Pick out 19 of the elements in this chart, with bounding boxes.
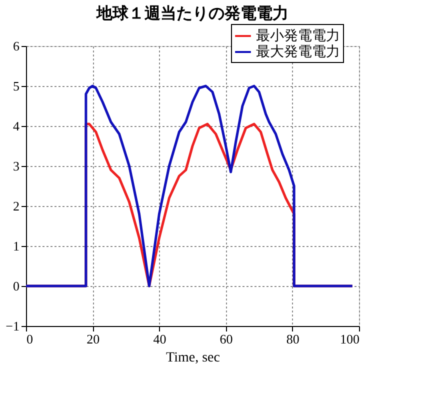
x-tick-label: 0	[26, 332, 33, 346]
y-tick-label: 4	[13, 118, 20, 134]
y-tick-label: 0	[13, 278, 20, 294]
x-tick-label: 20	[86, 332, 100, 346]
y-tick-label: 3	[13, 158, 20, 174]
legend-label: 最小発電電力	[256, 28, 340, 44]
x-axis-title: Time, sec	[166, 350, 220, 366]
chart-title: 地球１週当たりの発電電力	[96, 4, 288, 22]
y-tick-label: 2	[13, 198, 20, 214]
y-tick-label: 1	[13, 238, 20, 254]
x-tick-label: 80	[286, 332, 300, 346]
x-tick-label: 60	[220, 332, 233, 346]
y-tick-label: −1	[6, 318, 20, 334]
line-series	[24, 84, 354, 288]
y-tick-label: 6	[13, 38, 20, 54]
x-tick-label: 40	[153, 332, 166, 346]
legend-label: 最大発電電力	[256, 44, 340, 60]
y-tick-label: 5	[13, 78, 20, 94]
x-tick-label: 100	[340, 332, 360, 346]
